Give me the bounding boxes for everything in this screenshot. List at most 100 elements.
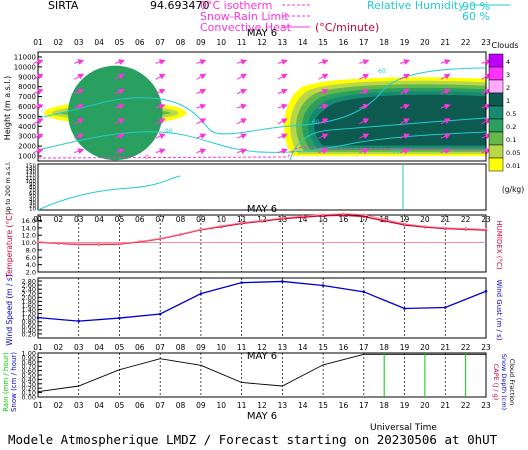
colorbar-level: 0.5 bbox=[506, 110, 516, 118]
wind-arrow bbox=[399, 133, 410, 139]
convective-units: (°C/minute) bbox=[315, 21, 379, 34]
wind-arrow bbox=[277, 148, 288, 155]
rh-contour bbox=[289, 117, 487, 161]
wind-arrow bbox=[114, 148, 125, 155]
wind-arrow bbox=[33, 88, 44, 95]
wind-ytick-label: 2.80 bbox=[22, 278, 36, 286]
station-coords: 94.693470 bbox=[150, 0, 210, 12]
temp-ytick-label: 2.0 bbox=[26, 269, 36, 277]
wind-arrow bbox=[318, 103, 329, 110]
wind-arrow bbox=[277, 133, 288, 139]
wind-arrow bbox=[196, 118, 207, 125]
wind-arrow bbox=[399, 148, 410, 155]
cloud-ytick-lower-label: 110 bbox=[26, 176, 37, 182]
wind-arrow bbox=[359, 88, 370, 95]
temp-point bbox=[219, 224, 223, 228]
isotherm-label: 0 bbox=[145, 154, 149, 161]
wind-arrow bbox=[155, 148, 166, 155]
wind-arrow bbox=[155, 73, 166, 80]
cloud-ytick-lower-label: 140 bbox=[26, 167, 37, 173]
cloud-top-hour-label: 15 bbox=[318, 38, 328, 47]
rain-hour-label: 11 bbox=[237, 401, 247, 410]
rain-ylabel: Rain (mm / hour) bbox=[2, 352, 10, 412]
temp-point bbox=[362, 215, 366, 218]
wind-arrow bbox=[359, 59, 370, 65]
colorbar-swatch bbox=[488, 66, 504, 81]
rain-hour-label: 17 bbox=[359, 401, 369, 410]
wind-arrow bbox=[359, 118, 370, 125]
rain-ytick-label: 0.40 bbox=[22, 376, 36, 384]
isotherm-line bbox=[37, 147, 487, 159]
colorbar-level: 3 bbox=[506, 71, 510, 79]
temp-ytick-label: 12.0 bbox=[22, 232, 36, 240]
cloud-bottom-hour-label: 20 bbox=[420, 215, 430, 224]
rain-hour-label: 09 bbox=[196, 401, 206, 410]
temp-ylabel: Temperature (°C) bbox=[5, 213, 14, 279]
wind-hour-label: 18 bbox=[379, 343, 389, 352]
wind-arrow bbox=[74, 133, 85, 139]
temperature-panel: 2.04.06.08.010.012.014.016.0 MAY 6 Tempera… bbox=[5, 204, 503, 278]
wind-arrow bbox=[399, 103, 410, 110]
wind-arrow bbox=[155, 88, 166, 95]
rain-hour-label: 04 bbox=[94, 401, 104, 410]
temp-point bbox=[484, 228, 488, 231]
temp-point bbox=[138, 240, 142, 243]
cloud-top-hour-label: 22 bbox=[461, 38, 471, 47]
cloud-bottom-hour-label: 22 bbox=[461, 215, 471, 224]
wind-arrow bbox=[114, 73, 125, 80]
wind-hour-label: 05 bbox=[115, 343, 125, 352]
wind-point bbox=[36, 316, 40, 319]
wind-arrow bbox=[196, 148, 207, 155]
rh-contour-label: 60 bbox=[392, 148, 400, 155]
wind-arrow bbox=[440, 59, 451, 65]
wind-point bbox=[199, 292, 203, 295]
wind-hour-label: 10 bbox=[216, 343, 226, 352]
temp-point bbox=[260, 219, 264, 222]
wind-arrow bbox=[196, 133, 207, 139]
cloud-bottom-hour-label: 04 bbox=[94, 215, 104, 224]
cloud-top-hour-label: 09 bbox=[196, 38, 206, 47]
wind-ytick-label: 0.20 bbox=[22, 330, 36, 338]
wind-ytick-label: 2.00 bbox=[22, 294, 36, 302]
cloud-top-hour-label: 21 bbox=[440, 38, 450, 47]
wind-arrow bbox=[359, 73, 370, 80]
wind-point bbox=[321, 284, 325, 287]
cloud-ytick-lower-label: 30 bbox=[29, 200, 36, 206]
colorbar-level: 0.01 bbox=[506, 162, 520, 170]
rain-ytick-label: 0.50 bbox=[22, 372, 36, 380]
rain-hour-label: 22 bbox=[461, 401, 471, 410]
rain-hour-label: 19 bbox=[400, 401, 410, 410]
cloud-bottom-hour-label: 02 bbox=[54, 215, 64, 224]
footer-caption: Modele Atmospherique LMDZ / Forecast sta… bbox=[8, 432, 498, 447]
wind-hour-label: 04 bbox=[94, 343, 104, 352]
wind-arrow bbox=[73, 73, 85, 80]
wind-hour-label: 01 bbox=[33, 343, 43, 352]
wind-ytick-label: 1.00 bbox=[22, 314, 36, 322]
wind-ytick-label: 0.80 bbox=[22, 318, 36, 326]
colorbar-swatch bbox=[488, 53, 504, 68]
rh-contour-lower bbox=[37, 175, 181, 211]
colorbar-swatch bbox=[488, 79, 504, 94]
cloud-bottom-hour-label: 08 bbox=[176, 215, 186, 224]
isotherm-legend: 0°C isotherm bbox=[200, 0, 272, 12]
cloud-ytick-label: 3000 bbox=[18, 133, 36, 141]
colorbar-level: 0.2 bbox=[506, 123, 516, 131]
wind-arrow bbox=[33, 148, 44, 155]
day-label: MAY 6 bbox=[247, 351, 277, 362]
wind-hour-label: 14 bbox=[298, 343, 308, 352]
wind-arrow bbox=[440, 118, 451, 125]
wind-hour-label: 15 bbox=[318, 343, 328, 352]
cloud-ytick-label: 2000 bbox=[18, 143, 36, 151]
cloud-ytick-lower-label: 80 bbox=[29, 185, 36, 191]
cloud-top-hour-label: 03 bbox=[74, 38, 84, 47]
wind-arrow bbox=[33, 118, 44, 125]
wind-hour-label: 22 bbox=[461, 343, 471, 352]
cloud-ytick-label: 9000 bbox=[18, 73, 36, 81]
rain-hour-label: 08 bbox=[176, 401, 186, 410]
cloud-top-hour-label: 17 bbox=[359, 38, 369, 47]
rain-hour-label: 07 bbox=[155, 401, 165, 410]
wind-hour-label: 19 bbox=[400, 343, 410, 352]
wind-arrow bbox=[318, 59, 329, 65]
wind-arrow bbox=[277, 88, 288, 95]
wind-ylabel-right: Wind Gust (m / s) bbox=[495, 279, 503, 340]
